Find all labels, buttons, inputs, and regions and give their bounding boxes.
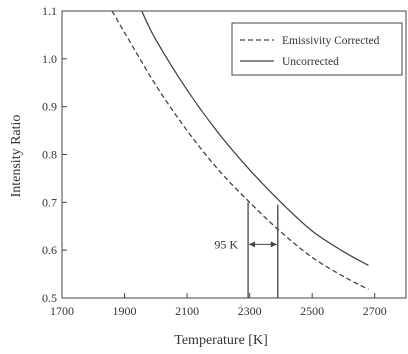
legend-label: Emissivity Corrected: [282, 35, 380, 47]
series-line-uncorrected: [141, 11, 369, 267]
x-tick-label: 1700: [50, 304, 74, 318]
legend: Emissivity Corrected Uncorrected: [231, 22, 403, 76]
annotation: 95 K: [214, 202, 279, 298]
y-tick-label: 0.9: [42, 100, 57, 114]
x-tick-label: 2100: [175, 304, 199, 318]
legend-box: [231, 22, 403, 76]
x-tick-label: 1900: [113, 304, 137, 318]
x-tick-label: 2300: [238, 304, 262, 318]
y-tick-label: 1.1: [42, 4, 57, 18]
y-tick-label: 0.5: [42, 291, 57, 305]
x-axis-label: Temperature [K]: [174, 333, 267, 348]
annotation-arrowhead-right: [270, 241, 277, 248]
series-line-emissivity-corrected: [111, 11, 369, 290]
x-tick-label: 2700: [363, 304, 387, 318]
y-axis-label: Intensity Ratio: [9, 115, 24, 198]
annotation-label: 95 K: [214, 237, 238, 251]
y-tick-label: 0.8: [42, 148, 57, 162]
series-layer: [111, 11, 369, 290]
x-tick-label: 2500: [300, 304, 324, 318]
y-tick-label: 0.7: [42, 195, 57, 209]
y-tick-label: 1.0: [42, 52, 57, 66]
annotation-arrowhead-left: [249, 241, 256, 248]
legend-label: Uncorrected: [282, 56, 339, 68]
ticks: 1700 1900 2100 2300 2500 2700 0.5 0.6 0.7 0.8 0.9 1…: [42, 4, 387, 318]
y-tick-label: 0.6: [42, 243, 57, 257]
